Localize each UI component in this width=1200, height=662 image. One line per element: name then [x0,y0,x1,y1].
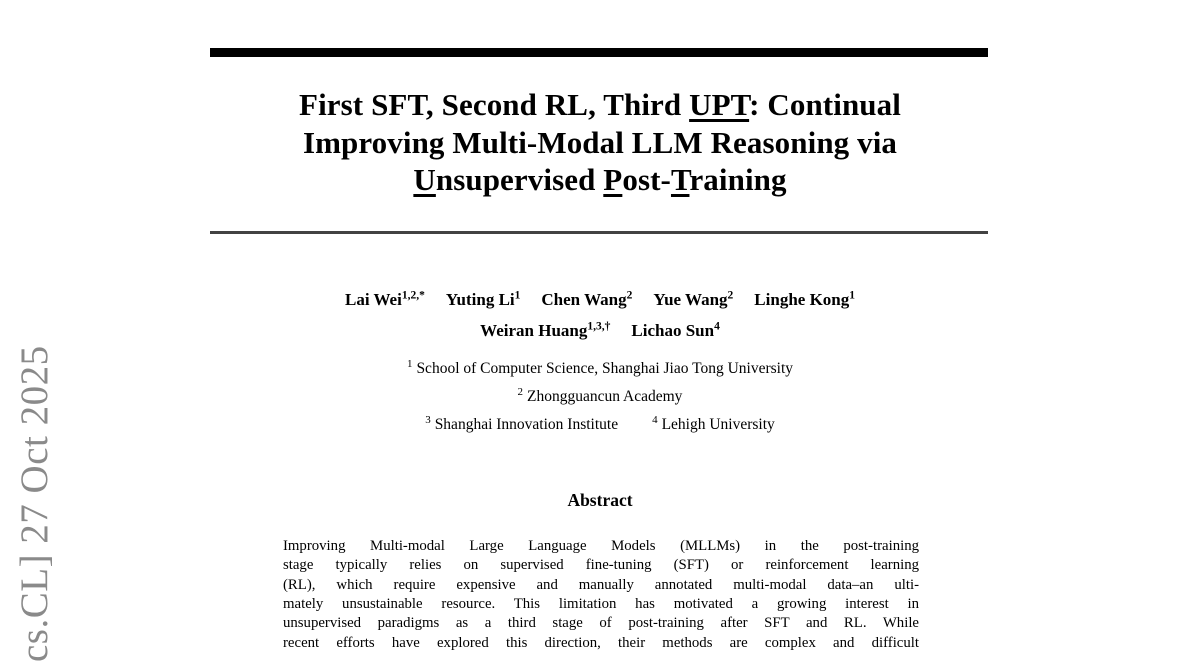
affiliation-row: 3 Shanghai Innovation Institute 4 Lehigh Un… [186,411,1014,439]
paper-page: cs.CL] 27 Oct 2025 First SFT, Second RL,… [13,48,1014,662]
author-affiliation-superscript: 1,3,† [587,319,611,332]
author-name: Lichao Sun [631,320,715,340]
abstract-text: Improving Multi-modal Large Language Mod… [283,537,919,653]
abstract-line: Improving Multi-modal Large Language Mod… [283,538,919,554]
author: Lai Wei1,2,* [345,290,425,309]
author-affiliation-superscript: 1 [514,289,521,302]
affiliation-name: Shanghai Innovation Institute [434,416,619,434]
affiliation: 1 School of Computer Science, Shanghai Ji… [406,357,794,377]
abstract-heading: Abstract [567,490,633,510]
affiliation-superscript: 2 [517,386,524,399]
author: Chen Wang2 [541,290,632,309]
author-name: Chen Wang [541,290,627,309]
abstract-line: recent efforts have explored this direct… [283,634,919,651]
affiliation-name: Lehigh University [661,416,775,434]
affiliation: 3 Shanghai Innovation Institute [425,414,619,434]
paper-title-line-3: Unsupervised Post-Training [186,161,1014,199]
affiliation-superscript: 4 [652,414,658,427]
title-underlined-segment: T [670,162,690,197]
title-segment: First SFT, Second RL, Third [299,87,690,122]
paper-title-line-2: Improving Multi-Modal LLM Reasoning via [186,124,1014,162]
affiliation-name: School of Computer Science, Shanghai Jia… [416,360,794,377]
author-name: Yue Wang [653,290,728,309]
title-underlined-segment: P [603,162,623,197]
affiliation-row: 2 Zhongguancun Academy [186,383,1014,411]
title-segment: ost- [622,162,671,197]
author-affiliation-superscript: 2 [626,289,633,302]
affiliation-superscript: 3 [425,414,431,427]
arxiv-sidebar-stamp: cs.CL] 27 Oct 2025 [13,345,56,662]
author: Weiran Huang1,3,† [480,319,611,340]
title-top-rule [210,48,988,57]
paper-title-line-1: First SFT, Second RL, Third UPT: Continu… [186,86,1014,124]
affiliation-row: 1 School of Computer Science, Shanghai Ji… [186,355,1014,383]
author-name: Lai Wei [344,290,402,309]
author-name: Linghe Kong [754,290,850,309]
title-underlined-segment: UPT [689,87,750,122]
title-segment: : Continual [749,87,901,122]
abstract-line: (RL), which require expensive and manual… [283,576,919,593]
author: Linghe Kong1 [754,290,855,309]
affiliation: 4 Lehigh University [652,414,775,434]
title-segment: nsupervised [435,162,604,197]
author-affiliation-superscript: 4 [714,319,720,332]
title-underlined-segment: U [413,162,436,197]
author-affiliation-superscript: 1,2,* [401,289,425,302]
authors-row-2: Weiran Huang1,3,† Lichao Sun4 [186,316,1014,347]
abstract-line: stage typically relies on supervised fin… [283,557,919,574]
abstract-line: mately unsustainable resource. This limi… [283,596,919,613]
author: Yuting Li1 [446,290,521,309]
title-segment: raining [689,162,787,197]
author-name: Yuting Li [445,290,515,309]
author: Lichao Sun4 [631,319,720,340]
author-affiliation-superscript: 2 [727,289,734,302]
author-name: Weiran Huang [480,320,588,340]
affiliation: 2 Zhongguancun Academy [517,386,683,406]
affiliations-block: 1 School of Computer Science, Shanghai Ji… [186,355,1014,440]
author-affiliation-superscript: 1 [849,289,855,302]
title-bottom-rule [210,231,988,234]
abstract-line: unsupervised paradigms as a third stage … [283,615,919,632]
author: Yue Wang2 [653,290,733,309]
paper-title: First SFT, Second RL, Third UPT: Continu… [186,86,1014,199]
affiliation-name: Zhongguancun Academy [527,388,683,406]
authors-block: Lai Wei1,2,* Yuting Li1 Chen Wang2 Yue Wang… [186,285,1014,346]
affiliation-superscript: 1 [406,357,413,370]
title-segment: Improving Multi-Modal LLM Reasoning via [302,124,898,160]
authors-row-1: Lai Wei1,2,* Yuting Li1 Chen Wang2 Yue Wang… [186,285,1014,316]
